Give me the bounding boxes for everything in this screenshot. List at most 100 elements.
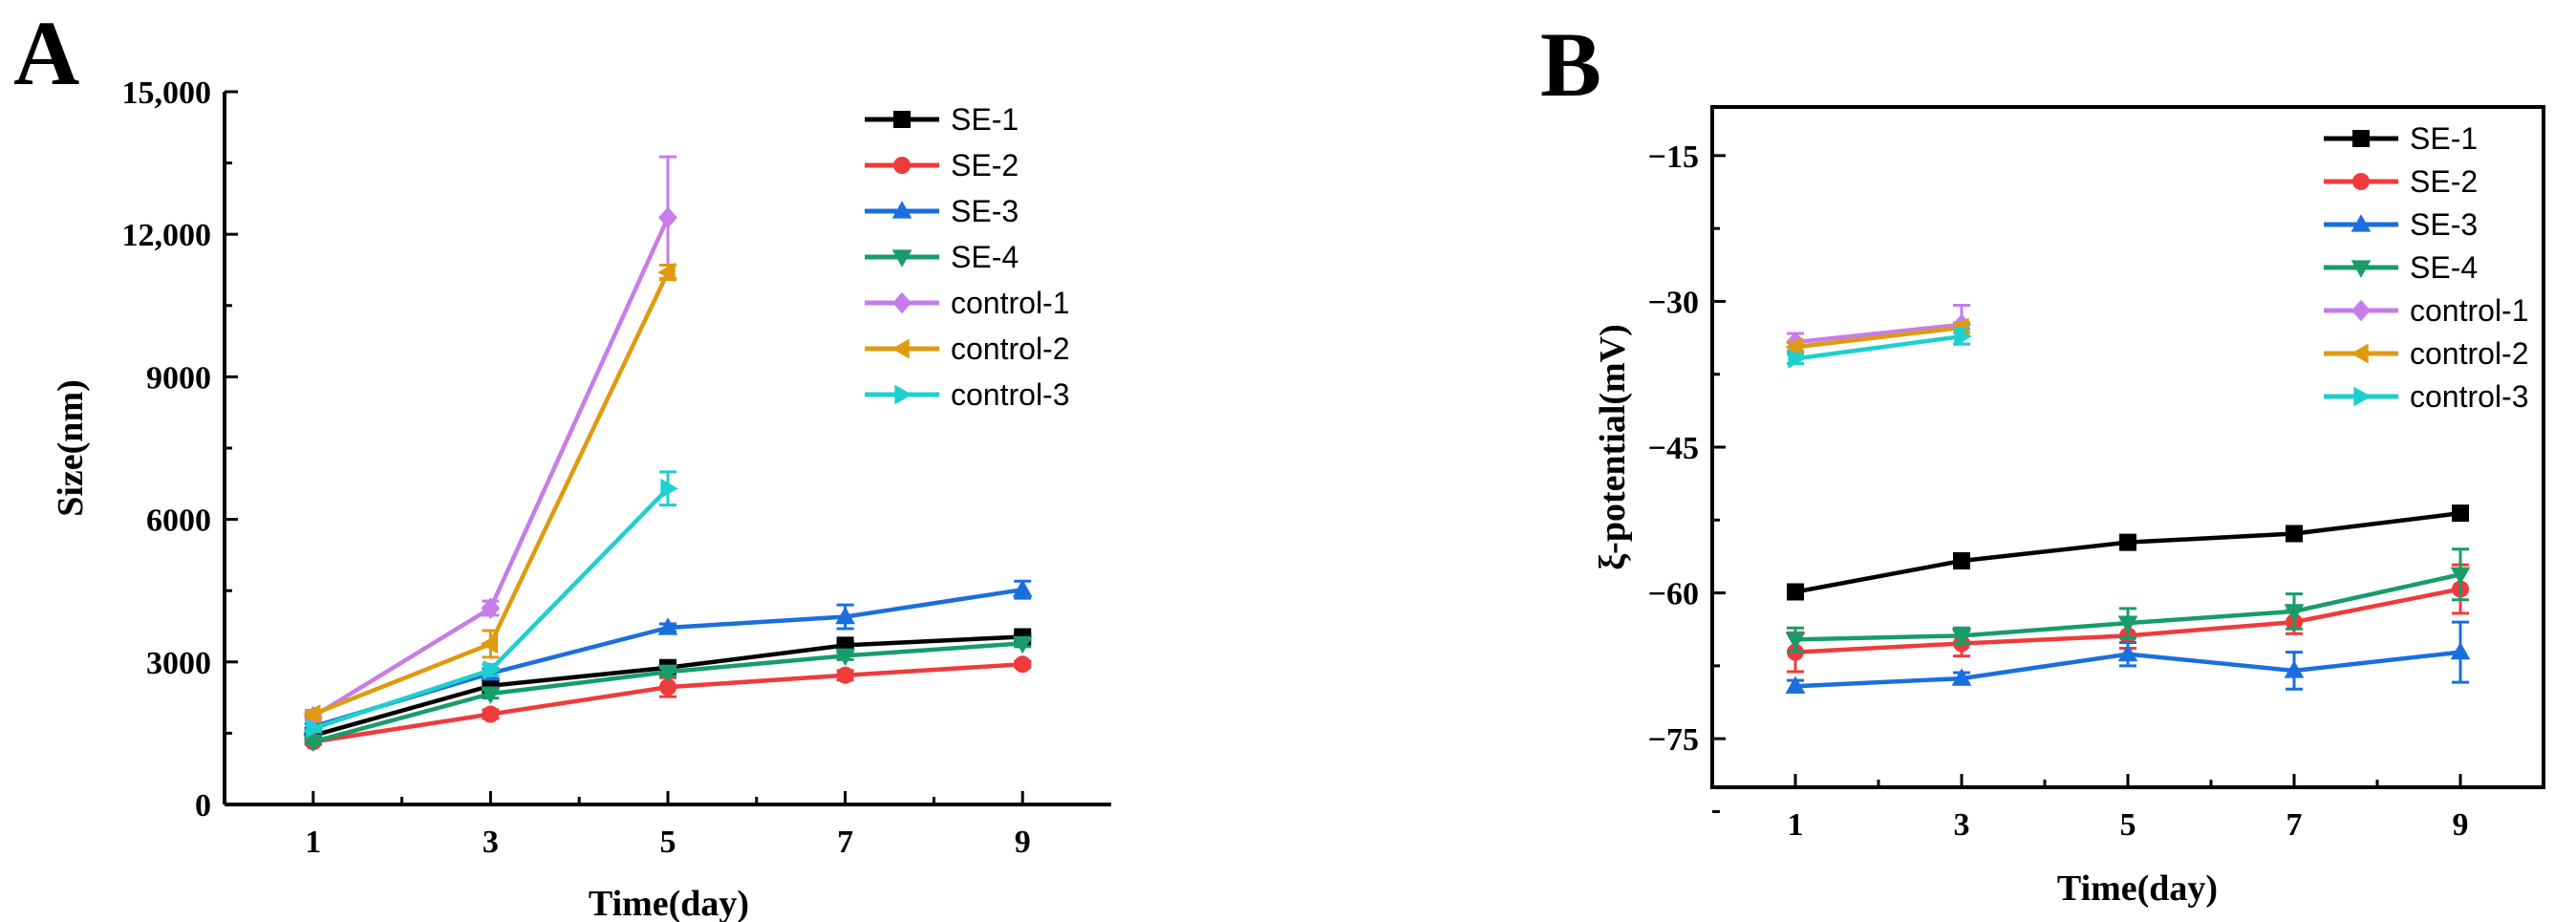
data-point [482, 705, 500, 723]
panel-b-label: B [1540, 13, 1601, 116]
legend-label: control-3 [951, 377, 1070, 412]
legend-label: SE-3 [2410, 207, 2478, 242]
series-SE-1 [1787, 504, 2469, 601]
legend-label: SE-4 [951, 240, 1019, 274]
x-tick-label: 5 [660, 825, 676, 860]
y-axis-title-b: ξ-potential(mV) [1593, 324, 1633, 570]
legend-marker [2352, 173, 2370, 190]
data-point [657, 617, 678, 635]
legend-marker [2351, 299, 2371, 322]
legend-marker [2351, 260, 2372, 278]
data-point [1951, 668, 1972, 686]
data-point [2117, 643, 2138, 662]
data-point [659, 678, 676, 697]
y-tick-label: 0 [195, 788, 211, 824]
series-control-1 [303, 155, 677, 728]
x-tick-label: 5 [2120, 807, 2136, 843]
legend-label: SE-4 [2410, 250, 2478, 285]
data-point [658, 206, 677, 229]
series-SE-4 [1785, 547, 2471, 654]
legend-label: control-1 [2410, 293, 2529, 328]
legend-item-SE-3: SE-3 [865, 194, 1019, 228]
series-SE-3 [1785, 620, 2471, 694]
legend-label: SE-3 [951, 194, 1019, 228]
legend-label: control-2 [2410, 336, 2529, 371]
legend-item-control-2: control-2 [2324, 336, 2529, 371]
legend-item-control-3: control-3 [865, 377, 1070, 412]
legend-label: control-3 [2410, 379, 2529, 414]
data-point [2284, 604, 2305, 622]
x-tick-label: 3 [1954, 807, 1970, 843]
legend-item-control-2: control-2 [865, 332, 1070, 366]
data-point [1787, 583, 1804, 601]
data-point [2117, 615, 2138, 633]
legend-item-control-1: control-1 [2324, 293, 2529, 328]
legend-marker [891, 249, 912, 268]
data-point [1014, 655, 1032, 674]
y-tick-label: −75 [1648, 722, 1699, 758]
x-tick-label: 7 [2286, 807, 2303, 843]
x-axis-title-a: Time(day) [589, 884, 749, 922]
legend-label: control-2 [951, 332, 1070, 366]
y-tick-label: −60 [1648, 577, 1699, 612]
legend-marker [894, 384, 912, 405]
x-axis-title-b: Time(day) [2057, 868, 2218, 909]
y-tick-label: 9000 [146, 360, 211, 396]
legend-label: SE-1 [951, 102, 1019, 137]
legend-marker [891, 201, 912, 219]
data-point [1788, 349, 1806, 369]
series-control-3 [1787, 326, 1972, 369]
data-point [481, 597, 501, 619]
data-point [306, 718, 324, 739]
panel-b: B Time(day) ξ-potential(mV) 1 3 5 7 9 −15 −30 −… [1540, 13, 2545, 909]
legend-marker [2352, 130, 2370, 147]
y-tick-label: −30 [1648, 285, 1699, 320]
series-line [1794, 325, 1963, 350]
data-point [835, 606, 855, 625]
legend-item-SE-3: SE-3 [2324, 207, 2478, 242]
y-axis-title-a: Size(nm) [51, 379, 91, 517]
x-tick-label: 3 [483, 825, 499, 860]
legend-item-SE-2: SE-2 [865, 148, 1019, 182]
x-tick-label: 9 [1015, 825, 1031, 860]
legend-label: SE-2 [2410, 164, 2478, 199]
y-tick-label: −15 [1648, 139, 1699, 175]
data-point [657, 664, 678, 683]
legend-label: SE-2 [951, 148, 1019, 182]
y-tick-label: 6000 [146, 504, 211, 539]
legend-marker [893, 111, 911, 128]
data-point [303, 734, 324, 753]
data-point [835, 648, 855, 667]
data-point [1785, 336, 1803, 357]
data-point [480, 633, 499, 654]
data-point [1012, 579, 1033, 597]
legend-item-SE-4: SE-4 [2324, 250, 2478, 285]
legend-marker [893, 157, 911, 174]
data-point [1953, 552, 1970, 570]
data-point [483, 659, 502, 680]
legend-item-SE-1: SE-1 [865, 102, 1019, 137]
x-tick-label: 1 [305, 825, 321, 860]
y-tick-label: 3000 [146, 646, 211, 681]
x-tick-label: 7 [837, 825, 853, 860]
data-point [657, 262, 676, 283]
data-point [2286, 525, 2303, 543]
y-tick-label: 15,000 [122, 75, 212, 111]
data-point [2452, 504, 2469, 523]
legend-marker [2351, 214, 2372, 232]
legend-item-control-1: control-1 [865, 286, 1070, 320]
y-tick-label: −45 [1648, 431, 1699, 466]
legend-item-SE-4: SE-4 [865, 240, 1019, 274]
series-line [1794, 322, 1963, 345]
panel-a-label: A [13, 2, 79, 104]
series-control-3 [304, 470, 678, 739]
legend-marker [891, 338, 910, 359]
legend-item-control-3: control-3 [2324, 379, 2529, 414]
series-control-2 [303, 262, 676, 724]
data-point [481, 686, 501, 704]
data-point [2284, 660, 2305, 678]
series-line [1794, 510, 2461, 594]
y-tick-label: 12,000 [122, 218, 212, 253]
data-point [1954, 326, 1972, 347]
